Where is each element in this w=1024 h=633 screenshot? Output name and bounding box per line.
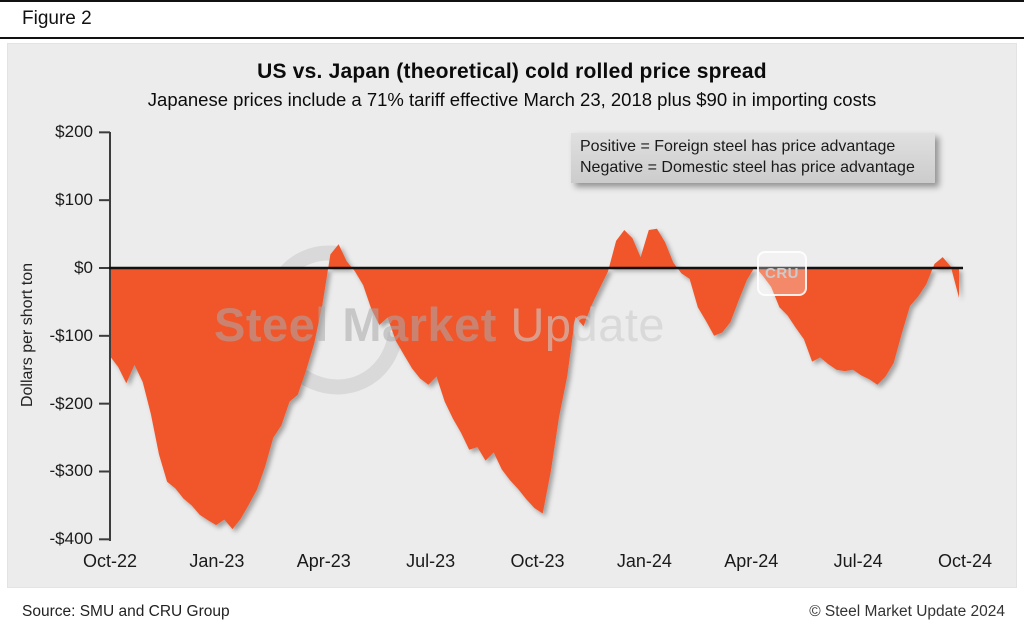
copyright-note: © Steel Market Update 2024	[809, 603, 1005, 620]
source-note: Source: SMU and CRU Group	[22, 603, 230, 620]
x-tick-label: Jul-24	[833, 551, 883, 571]
y-tick-label: -$200	[49, 393, 93, 413]
y-tick-label: $200	[55, 122, 93, 142]
figure-divider-rule	[0, 37, 1024, 39]
y-tick-label: $0	[74, 258, 93, 277]
y-tick-label: $100	[55, 190, 93, 210]
y-tick-label: -$300	[49, 461, 93, 481]
chart-title: US vs. Japan (theoretical) cold rolled p…	[257, 60, 767, 83]
legend-note-box: Positive = Foreign steel has price advan…	[571, 133, 935, 183]
figure-number-label: Figure 2	[22, 8, 92, 29]
y-tick-label: -$100	[49, 325, 93, 345]
top-border-rule	[0, 0, 1024, 2]
y-axis	[99, 131, 111, 541]
legend-positive-line: Positive = Foreign steel has price advan…	[580, 138, 896, 155]
spread-area-series	[110, 228, 959, 530]
legend-negative-line: Negative = Domestic steel has price adva…	[580, 159, 915, 176]
y-tick-label: -$400	[49, 529, 93, 549]
x-tick-label: Jan-23	[189, 551, 245, 571]
x-tick-label: Jan-24	[616, 551, 672, 571]
x-tick-label: Oct-23	[510, 551, 565, 571]
x-tick-label: Jul-23	[406, 551, 456, 571]
x-tick-label: Oct-22	[82, 551, 138, 571]
x-tick-label: Oct-24	[937, 551, 993, 571]
x-tick-label: Apr-23	[296, 551, 351, 571]
x-tick-label: Apr-24	[724, 551, 779, 571]
chart-subtitle: Japanese prices include a 71% tariff eff…	[147, 89, 877, 110]
